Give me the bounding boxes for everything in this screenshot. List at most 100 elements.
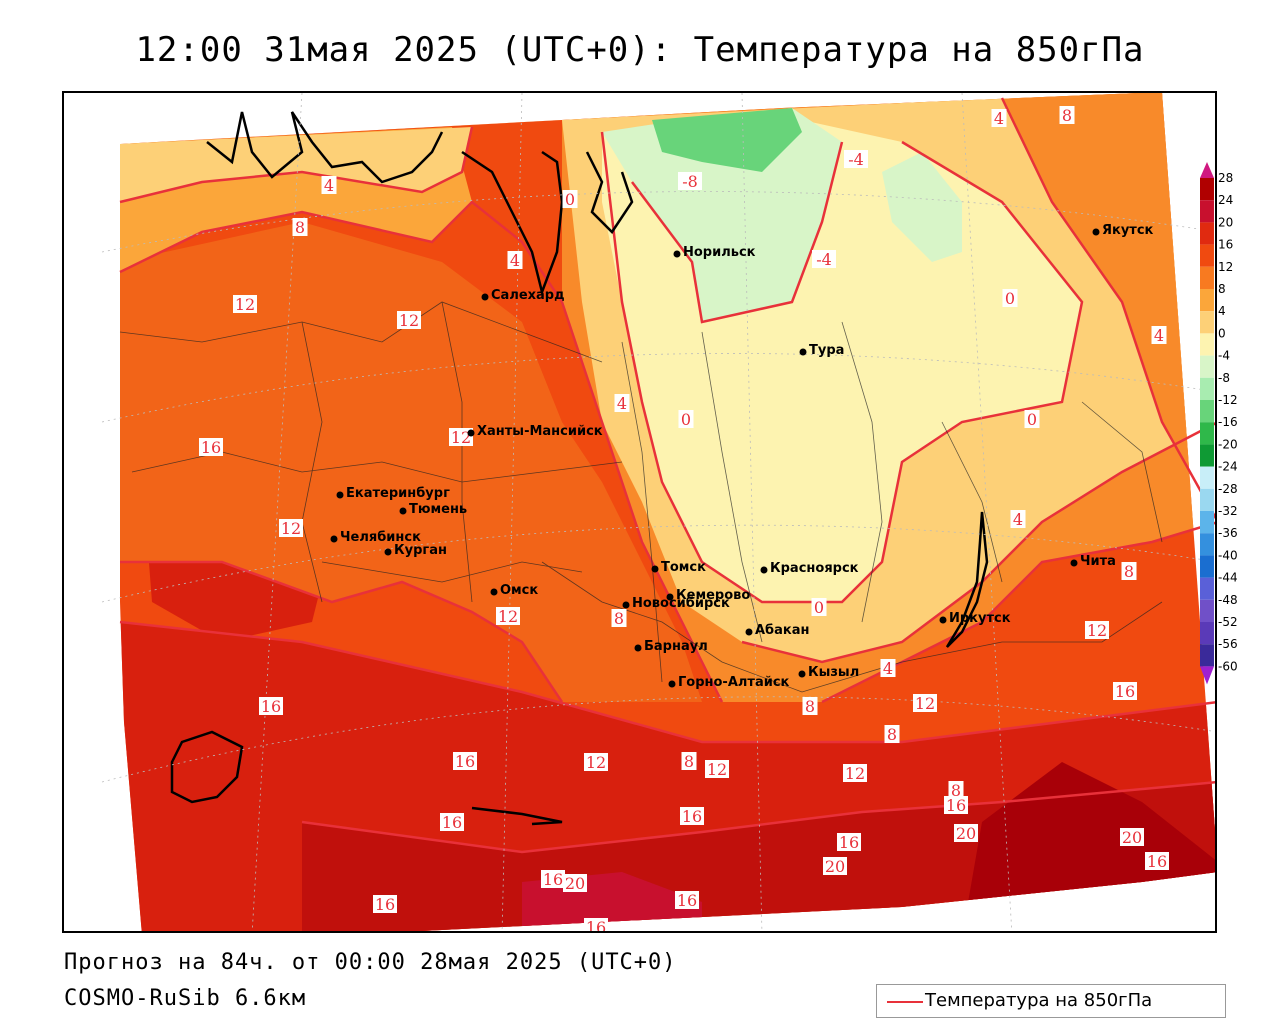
isotherm-label-bg: [884, 725, 900, 743]
isotherm-label-bg: [259, 697, 283, 715]
colorbar-tick-label: -40: [1218, 548, 1238, 562]
city-marker[interactable]: [666, 593, 674, 601]
isotherm-label: 12: [586, 753, 606, 772]
city-marker[interactable]: [330, 535, 338, 543]
city-label: Омск: [500, 583, 538, 598]
city-marker[interactable]: [939, 616, 947, 624]
colorbar-bottom-arrow: [1200, 666, 1214, 685]
isotherm-label: 16: [455, 752, 475, 771]
isotherm-label-bg: [453, 752, 477, 770]
isotherm-label: 4: [510, 251, 520, 270]
colorbar-tick-label: -52: [1218, 615, 1238, 629]
colorbar-tick-label: -32: [1218, 504, 1238, 518]
isotherm-label: 8: [887, 725, 897, 744]
isotherm-label-bg: [678, 172, 702, 190]
isotherm-label: 16: [261, 697, 281, 716]
isotherm-label: 16: [839, 833, 859, 852]
colorbar-segment: [1200, 488, 1214, 511]
temperature-map[interactable]: 4 8 12 12 4 0 -8 -4 -4 4 8 0 4 0 4 0 12 16 12 4 8 12 8 0 12 4 16 16…: [62, 91, 1217, 933]
city-marker[interactable]: [668, 680, 676, 688]
isotherm-label: 12: [845, 764, 865, 783]
isotherm-label-bg: [823, 857, 847, 875]
city-marker[interactable]: [651, 565, 659, 573]
legend-entry-label: Температура на 850гПа: [925, 990, 1153, 1011]
city-marker[interactable]: [467, 429, 475, 437]
colorbar-tick-label: 28: [1218, 171, 1233, 185]
isotherm-label-bg: [1002, 289, 1018, 307]
colorbar-segment: [1200, 555, 1214, 578]
isotherm-label: 16: [201, 438, 221, 457]
colorbar-segment: [1200, 178, 1214, 201]
isotherm-label-layer: 4 8 12 12 4 0 -8 -4 -4 4 8 0 4 0 4 0 12 16 12 4 8 12 8 0 12 4 16 16…: [199, 106, 1169, 931]
isotherm-label-bg: [373, 895, 397, 913]
colorbar-segment: [1200, 599, 1214, 622]
isotherm-label-bg: [991, 109, 1007, 127]
isotherm-label-bg: [233, 295, 257, 313]
isotherm-label: 12: [399, 311, 419, 330]
city-label: Кызыл: [808, 665, 859, 680]
city-marker[interactable]: [1092, 228, 1100, 236]
colorbar-segment: [1200, 311, 1214, 334]
isotherm-label-bg: [611, 609, 627, 627]
isotherm-label-bg: [321, 176, 337, 194]
isotherm-label-bg: [680, 807, 704, 825]
isotherm-label-bg: [584, 918, 608, 931]
isotherm-label: 16: [375, 895, 395, 914]
colorbar-segment: [1200, 266, 1214, 289]
isotherm-label: 20: [825, 857, 845, 876]
city-label: Екатеринбург: [346, 486, 450, 501]
isotherm-label: 12: [281, 519, 301, 538]
isotherm-label-bg: [1121, 562, 1137, 580]
isotherm-label: 20: [1122, 828, 1142, 847]
temperature-fill: [120, 93, 1215, 931]
isotherm-label-bg: [954, 824, 978, 842]
city-marker[interactable]: [336, 491, 344, 499]
colorbar-tick-label: -36: [1218, 526, 1238, 540]
colorbar-segment: [1200, 355, 1214, 378]
isotherm-label: 12: [451, 428, 471, 447]
colorbar-tick-label: 0: [1218, 326, 1226, 340]
isotherm-label-bg: [1010, 510, 1026, 528]
coastline: [170, 111, 989, 826]
city-marker[interactable]: [799, 348, 807, 356]
isotherm-label: 12: [707, 760, 727, 779]
isotherm-label: 4: [1154, 326, 1164, 345]
city-marker[interactable]: [760, 566, 768, 574]
isotherm-label-bg: [1151, 326, 1167, 344]
isotherm-label-bg: [1145, 852, 1169, 870]
city-marker[interactable]: [384, 548, 392, 556]
isotherm-label: 0: [565, 190, 575, 209]
city-label: Якутск: [1102, 223, 1154, 238]
colorbar-tick-label: -28: [1218, 482, 1238, 496]
isotherm-label-bg: [562, 190, 578, 208]
colorbar-tick-label: 16: [1218, 238, 1233, 252]
city-label: Чита: [1080, 554, 1116, 569]
city-marker[interactable]: [673, 250, 681, 258]
city-marker[interactable]: [634, 644, 642, 652]
isotherm-label-bg: [563, 874, 587, 892]
isotherm-label: 0: [1005, 289, 1015, 308]
isotherm-label: 12: [498, 607, 518, 626]
city-marker[interactable]: [490, 588, 498, 596]
city-marker[interactable]: [622, 601, 630, 609]
city-marker[interactable]: [745, 628, 753, 636]
city-marker[interactable]: [798, 670, 806, 678]
isotherm-label: 20: [565, 874, 585, 893]
isotherm-label: 8: [1062, 106, 1072, 125]
isotherm-label: 4: [994, 109, 1004, 128]
colorbar-segment: [1200, 244, 1214, 267]
city-marker[interactable]: [399, 507, 407, 515]
city-label: Барнаул: [644, 639, 708, 654]
isotherm-label: 4: [1013, 510, 1023, 529]
colorbar-segment: [1200, 289, 1214, 312]
city-marker[interactable]: [481, 293, 489, 301]
isotherm-label: 4: [883, 659, 893, 678]
city-label: Абакан: [755, 623, 810, 638]
city-label: Красноярск: [770, 561, 859, 576]
colorbar-tick-label: 20: [1218, 215, 1233, 229]
city-marker[interactable]: [1070, 559, 1078, 567]
isotherm-label: 4: [324, 176, 334, 195]
isotherm-label: 16: [1115, 682, 1135, 701]
colorbar-tick-label: -12: [1218, 393, 1238, 407]
colorbar-tick-label: -44: [1218, 571, 1238, 585]
